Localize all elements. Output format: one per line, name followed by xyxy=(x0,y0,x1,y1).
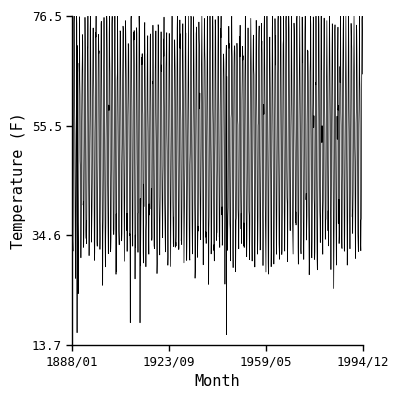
X-axis label: Month: Month xyxy=(194,374,240,389)
Y-axis label: Temperature (F): Temperature (F) xyxy=(11,112,26,249)
